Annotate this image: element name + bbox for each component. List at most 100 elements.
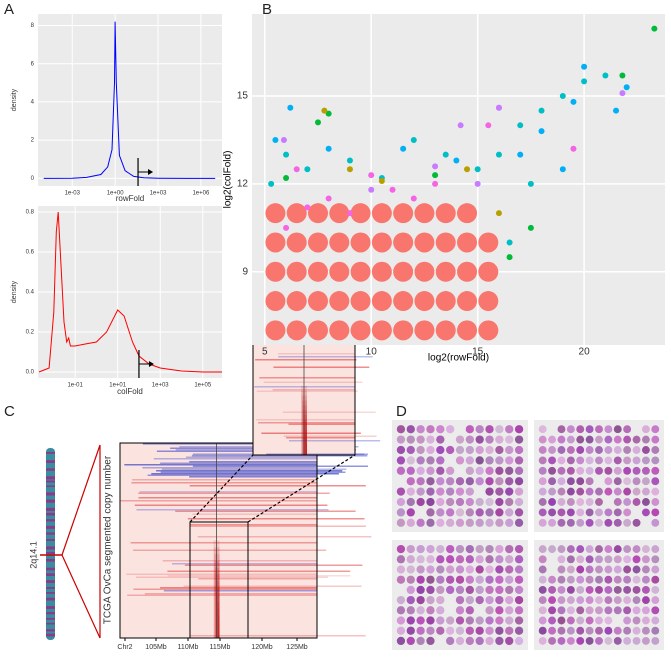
tma-core: [465, 487, 474, 496]
tma-core: [641, 596, 650, 605]
tma-core: [436, 445, 445, 455]
point: [393, 320, 414, 341]
tma-core: [576, 456, 585, 465]
tma-core: [406, 435, 415, 444]
heatmap-row: [167, 570, 351, 572]
tma-core: [623, 425, 632, 434]
heatmap-row: [192, 465, 368, 467]
x-tick-label: 1e+00: [107, 191, 125, 197]
point: [478, 232, 499, 253]
tma-core: [396, 518, 406, 527]
tissue-array-panel: [392, 420, 664, 650]
point: [457, 320, 478, 341]
heatmap-row: [156, 470, 343, 472]
tma-core: [623, 596, 632, 605]
tma-core: [396, 616, 406, 625]
point: [286, 232, 307, 253]
density-line: [38, 211, 222, 373]
heatmap-spike: [217, 601, 220, 638]
tma-core: [475, 497, 484, 507]
point: [329, 320, 350, 341]
tma-core: [505, 477, 514, 486]
tma-core: [396, 544, 406, 554]
heatmap-row: [139, 491, 317, 493]
tma-core: [613, 626, 622, 635]
tma-core: [632, 616, 641, 625]
tma-core: [548, 545, 557, 554]
point: [287, 104, 294, 111]
point: [435, 261, 456, 282]
tma-core: [595, 425, 603, 434]
point: [570, 98, 577, 105]
tma-core: [426, 435, 435, 444]
arrow-head: [148, 361, 154, 367]
tma-core: [651, 596, 660, 605]
tma-core: [396, 466, 406, 475]
tma-core: [576, 487, 585, 496]
tma-core: [576, 518, 585, 527]
tma-core: [641, 555, 650, 564]
tma-core: [406, 456, 415, 465]
tma-core: [557, 636, 566, 645]
tma-core: [455, 544, 465, 554]
chromosome-band: [46, 476, 55, 480]
tma-core: [604, 477, 613, 486]
tma-core: [538, 466, 547, 475]
tma-core: [604, 626, 613, 635]
tma-core: [557, 555, 566, 564]
tma-core: [446, 466, 455, 475]
heatmap-row: [151, 473, 339, 475]
tma-core: [623, 435, 632, 444]
heatmap-row: [256, 390, 358, 392]
tma-core: [651, 435, 660, 444]
tma-core: [406, 445, 415, 455]
point: [485, 122, 492, 129]
y-tick-label: 15: [237, 91, 249, 102]
heatmap-row: [288, 440, 381, 442]
tma-core: [455, 585, 465, 595]
tma-core: [632, 498, 641, 506]
tma-core: [623, 575, 632, 584]
point: [286, 291, 307, 312]
tma-core: [406, 544, 415, 554]
tma-core: [613, 487, 622, 496]
tma-core: [651, 545, 660, 554]
tma-core: [595, 508, 603, 517]
chromosome-band: [46, 618, 55, 620]
point: [389, 186, 396, 193]
tma-core: [641, 575, 650, 584]
tma-core: [505, 445, 514, 455]
tma-core: [604, 565, 613, 574]
point: [265, 232, 286, 253]
heatmap-row: [263, 381, 363, 383]
y-tick-label: 9: [242, 266, 248, 277]
chromosome-band: [46, 507, 55, 511]
tma-core: [416, 616, 425, 625]
chromosome-band: [46, 492, 55, 496]
tma-core: [585, 466, 594, 475]
point: [435, 291, 456, 312]
tma-core: [426, 636, 435, 646]
tma-core: [475, 477, 484, 486]
tma-core: [641, 565, 650, 574]
tma-core: [505, 544, 514, 554]
tma-core: [514, 565, 524, 574]
tma-core: [585, 626, 594, 635]
tma-core: [485, 477, 494, 486]
tma-core: [576, 435, 585, 444]
tma-core: [505, 508, 514, 517]
tma-core: [651, 518, 660, 527]
tma-core: [641, 545, 650, 554]
tma-core: [557, 425, 566, 434]
heatmap-row: [136, 509, 329, 511]
chromosome-band: [46, 468, 55, 471]
tma-core: [641, 487, 650, 496]
tma-core: [465, 477, 474, 486]
point: [432, 163, 439, 170]
heatmap-row: [147, 474, 317, 476]
tma-core: [446, 626, 455, 635]
point: [350, 320, 371, 341]
tma-core: [595, 435, 603, 444]
heatmap-row: [189, 635, 366, 637]
tma-core: [613, 596, 622, 605]
